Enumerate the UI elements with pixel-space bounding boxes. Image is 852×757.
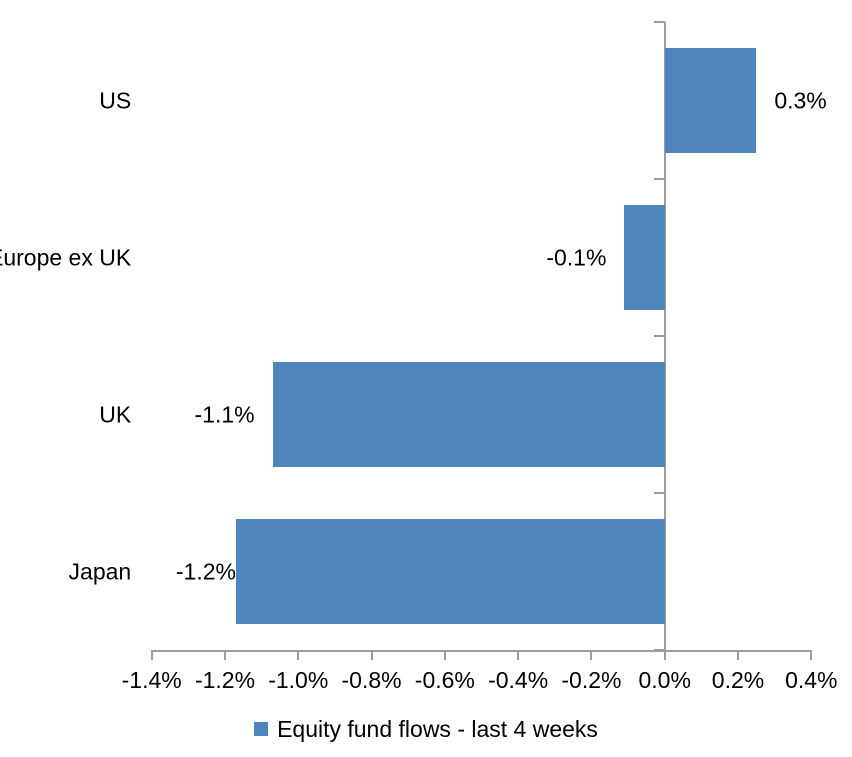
x-tick-label: -0.6%	[414, 667, 475, 693]
category-label: Japan	[68, 558, 132, 585]
bar-us	[664, 48, 757, 153]
legend-swatch	[254, 722, 269, 736]
category-axis-tick	[653, 335, 665, 338]
x-tick-label: -0.8%	[341, 667, 402, 693]
bar-japan	[235, 519, 665, 624]
category-axis-tick	[653, 178, 665, 181]
legend-label: Equity fund flows - last 4 weeks	[277, 715, 598, 742]
chart-legend: Equity fund flows - last 4 weeks	[0, 714, 852, 744]
x-tick-label: -1.4%	[121, 667, 182, 693]
category-label: US	[99, 86, 132, 113]
value-label: -1.2%	[175, 558, 236, 585]
category-axis-tick	[653, 21, 665, 23]
value-label: -1.1%	[194, 400, 255, 427]
x-tick-label: -0.4%	[488, 667, 549, 693]
x-axis-line	[150, 650, 813, 653]
x-axis-tick	[737, 652, 739, 661]
category-label: UK	[99, 400, 132, 427]
category-axis-tick	[653, 492, 665, 495]
x-axis-tick	[443, 652, 446, 661]
x-tick-label: -1.0%	[268, 667, 329, 693]
x-axis-tick	[297, 652, 300, 661]
x-tick-label: 0.2%	[711, 667, 765, 693]
value-label: -0.1%	[546, 243, 607, 270]
x-axis-tick	[810, 652, 813, 661]
x-axis-tick	[517, 652, 520, 661]
x-tick-label: 0.0%	[638, 667, 691, 693]
bar-uk	[272, 362, 665, 467]
value-label: 0.3%	[774, 86, 827, 113]
x-tick-label: 0.4%	[785, 667, 838, 693]
bar-europe-ex-uk	[624, 205, 665, 310]
category-label: Europe ex UK	[0, 243, 132, 270]
x-tick-label: -0.2%	[561, 667, 622, 693]
x-tick-label: -1.2%	[194, 667, 256, 693]
category-axis-line	[663, 22, 666, 653]
x-axis-tick	[590, 652, 593, 661]
x-axis-tick	[370, 652, 373, 661]
x-axis-tick	[663, 652, 666, 661]
x-axis-tick	[150, 652, 153, 661]
x-axis-tick	[223, 652, 226, 661]
